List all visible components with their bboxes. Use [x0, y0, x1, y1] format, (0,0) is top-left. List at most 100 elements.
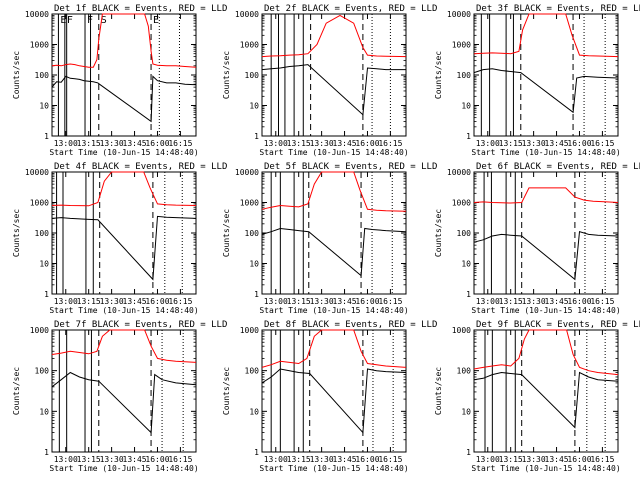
x-tick-label: 13:15: [499, 139, 523, 148]
x-tick-label: 13:30: [100, 455, 124, 464]
series-line-lld: [51, 13, 197, 68]
y-axis-label: Counts/sec: [222, 367, 231, 415]
x-axis-label: Start Time (10-Jun-15 14:48:40): [259, 306, 408, 315]
panel-7: Det 7f BLACK = Events, RED = LLD 1 10 100 10…: [12, 320, 227, 473]
plot-frame: [51, 171, 197, 295]
plot-frame: [261, 329, 407, 453]
x-tick-label: 13:15: [287, 455, 311, 464]
event-marker-label: S: [101, 15, 107, 26]
y-tick-label: 1: [44, 290, 49, 299]
x-tick-label: 13:15: [77, 139, 101, 148]
y-tick-label: 1: [466, 132, 471, 141]
panel-title: Det 7f BLACK = Events, RED = LLD: [54, 320, 227, 330]
panel-9: Det 9f BLACK = Events, RED = LLD 1 10 100 10…: [434, 320, 640, 473]
x-tick-label: 13:00: [264, 455, 288, 464]
panel-title: Det 1f BLACK = Events, RED = LLD: [54, 4, 227, 14]
y-tick-label: 1000: [240, 199, 259, 208]
series-line-events: [261, 368, 407, 434]
x-tick-label: 16:00: [355, 297, 379, 306]
series-line-lld: [473, 13, 619, 58]
plot-frame: [473, 329, 619, 453]
y-tick-label: 1: [44, 132, 49, 141]
event-marker-label: E: [60, 15, 66, 26]
series-line-lld: [261, 171, 407, 212]
x-tick-label: 13:45: [545, 455, 569, 464]
x-tick-label: 16:00: [567, 297, 591, 306]
series-line-events: [261, 64, 406, 116]
x-tick-label: 16:15: [590, 455, 614, 464]
y-axis-label: Counts/sec: [12, 367, 21, 415]
y-tick-label: 10000: [25, 10, 49, 19]
series-line-lld: [473, 329, 619, 376]
y-tick-label: 1: [254, 132, 259, 141]
x-axis-label: Start Time (10-Jun-15 14:48:40): [49, 464, 198, 473]
x-tick-label: 13:00: [264, 297, 288, 306]
y-axis-label: Counts/sec: [12, 209, 21, 257]
y-tick-label: 10000: [235, 10, 259, 19]
x-tick-label: 13:30: [522, 455, 546, 464]
y-axis-label: Counts/sec: [434, 367, 443, 415]
y-tick-label: 1: [466, 448, 471, 457]
x-tick-label: 16:15: [590, 139, 614, 148]
y-tick-label: 10: [461, 260, 471, 269]
x-tick-label: 13:45: [545, 297, 569, 306]
x-axis-label: Start Time (10-Jun-15 14:48:40): [259, 148, 408, 157]
series-line-lld: [473, 187, 619, 204]
series-line-events: [473, 231, 619, 281]
x-tick-label: 16:00: [567, 455, 591, 464]
series-line-lld: [51, 329, 197, 363]
series-line-events: [473, 68, 619, 114]
x-tick-label: 16:15: [168, 455, 192, 464]
y-tick-label: 10: [39, 407, 49, 416]
y-tick-label: 100: [457, 71, 472, 80]
x-tick-label: 13:15: [77, 297, 101, 306]
y-tick-label: 100: [35, 367, 50, 376]
x-tick-label: 16:15: [168, 139, 192, 148]
panel-title: Det 6f BLACK = Events, RED = LLD: [476, 162, 640, 172]
y-tick-label: 1000: [452, 199, 471, 208]
x-tick-label: 13:15: [499, 455, 523, 464]
x-tick-label: 13:45: [333, 297, 357, 306]
x-tick-label: 13:00: [476, 297, 500, 306]
event-marker-label: F: [67, 15, 73, 26]
x-tick-label: 13:30: [310, 297, 334, 306]
panel-4: Det 4f BLACK = Events, RED = LLD 1 10 100 10…: [12, 162, 227, 315]
event-marker-label: E: [153, 15, 159, 26]
y-tick-label: 1: [466, 290, 471, 299]
y-tick-label: 100: [245, 71, 260, 80]
y-axis-label: Counts/sec: [434, 51, 443, 99]
x-tick-label: 16:15: [168, 297, 192, 306]
y-axis-label: Counts/sec: [222, 51, 231, 99]
panel-title: Det 8f BLACK = Events, RED = LLD: [264, 320, 437, 330]
x-tick-label: 16:15: [378, 455, 402, 464]
plot-frame: [261, 13, 407, 137]
y-tick-label: 1000: [452, 326, 471, 335]
x-tick-label: 13:45: [333, 455, 357, 464]
x-axis-label: Start Time (10-Jun-15 14:48:40): [471, 306, 620, 315]
y-tick-label: 10000: [447, 10, 471, 19]
plot-frame: [473, 171, 619, 295]
y-tick-label: 1000: [240, 41, 259, 50]
y-tick-label: 10: [461, 407, 471, 416]
x-tick-label: 13:30: [310, 455, 334, 464]
x-axis-label: Start Time (10-Jun-15 14:48:40): [259, 464, 408, 473]
y-tick-label: 1000: [30, 41, 49, 50]
panel-title: Det 4f BLACK = Events, RED = LLD: [54, 162, 227, 172]
y-tick-label: 10: [249, 407, 259, 416]
series-line-lld: [261, 14, 407, 58]
y-tick-label: 10000: [235, 168, 259, 177]
y-tick-label: 100: [245, 367, 260, 376]
y-axis-label: Counts/sec: [12, 51, 21, 99]
y-tick-label: 10: [39, 260, 49, 269]
x-axis-label: Start Time (10-Jun-15 14:48:40): [471, 148, 620, 157]
x-tick-label: 13:30: [310, 139, 334, 148]
panel-5: Det 5f BLACK = Events, RED = LLD 1 10 100 10…: [222, 162, 437, 315]
panel-1: Det 1f BLACK = Events, RED = LLD 1 10 100 10…: [12, 4, 227, 157]
y-axis-label: Counts/sec: [434, 209, 443, 257]
y-tick-label: 100: [457, 367, 472, 376]
x-tick-label: 13:00: [54, 297, 78, 306]
x-tick-label: 13:30: [522, 139, 546, 148]
series-line-events: [51, 215, 197, 281]
y-axis-label: Counts/sec: [222, 209, 231, 257]
plot-frame: [51, 13, 197, 137]
